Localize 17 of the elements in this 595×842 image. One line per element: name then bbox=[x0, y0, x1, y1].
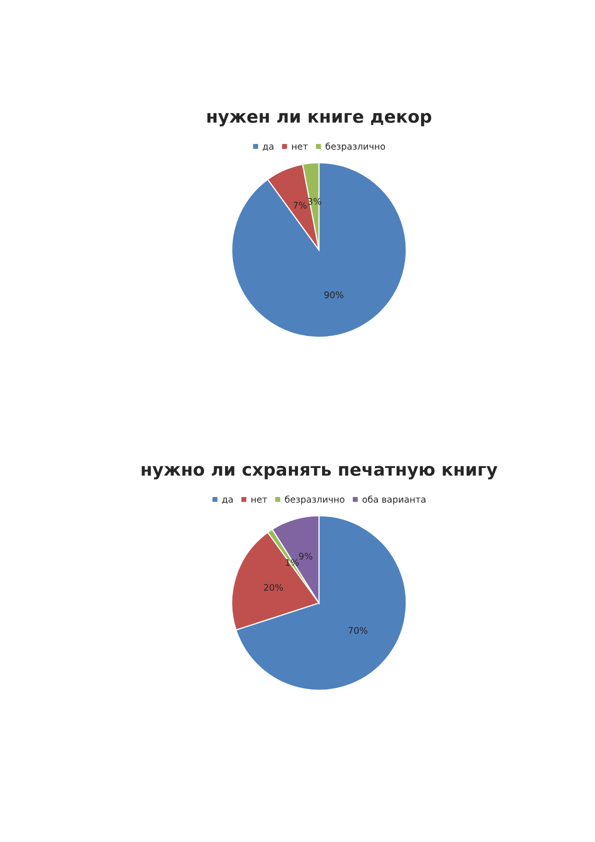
data-label: 7% bbox=[294, 202, 307, 209]
chart-title: нужен ли книге декор bbox=[207, 112, 432, 126]
data-label: 70% bbox=[348, 627, 368, 634]
legend-label: да bbox=[222, 498, 233, 504]
legend-label: безразлично bbox=[326, 142, 386, 152]
legend-label: нет bbox=[292, 144, 308, 150]
chart-title: нужно ли схранять печатную книгу bbox=[142, 466, 498, 480]
legend-label: да bbox=[262, 144, 274, 151]
pie-slice bbox=[231, 162, 407, 338]
data-label: 9% bbox=[299, 552, 312, 560]
legend-label: безразлично bbox=[285, 496, 344, 504]
pie-slice bbox=[235, 515, 407, 691]
legend-label: оба варианта bbox=[362, 496, 426, 504]
legend-label: нет bbox=[251, 498, 268, 503]
data-label: 1% bbox=[286, 559, 299, 566]
data-label: 20% bbox=[264, 584, 283, 591]
data-label: 90% bbox=[324, 291, 344, 298]
